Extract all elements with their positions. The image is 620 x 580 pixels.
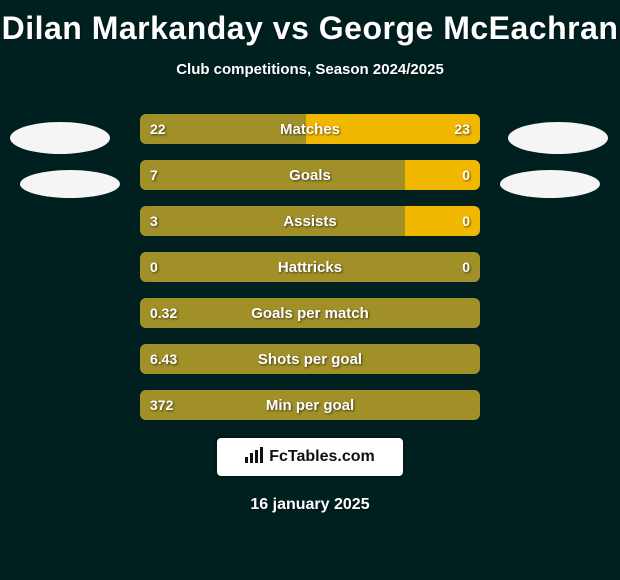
stat-bar-left (140, 252, 480, 282)
player2-badge-1 (508, 122, 608, 154)
stat-bar-left (140, 114, 306, 144)
stat-bar-left (140, 298, 480, 328)
stat-bar-left (140, 160, 405, 190)
stat-row: Min per goal372 (140, 390, 480, 420)
stat-row: Goals70 (140, 160, 480, 190)
player2-badge-2 (500, 170, 600, 198)
chart-icon (245, 447, 263, 468)
stat-bar-right (405, 160, 480, 190)
date-label: 16 january 2025 (0, 496, 620, 514)
brand-text: FcTables.com (269, 448, 375, 466)
stat-row: Shots per goal6.43 (140, 344, 480, 374)
stat-row: Hattricks00 (140, 252, 480, 282)
page-title: Dilan Markanday vs George McEachran (0, 0, 620, 47)
comparison-bars: Matches2223 Goals70 Assists30 Hattricks00 Go… (140, 114, 480, 420)
stat-bar-right (405, 206, 480, 236)
brand-badge[interactable]: FcTables.com (215, 436, 405, 478)
stat-bar-left (140, 206, 405, 236)
stat-row: Goals per match0.32 (140, 298, 480, 328)
stat-row: Matches2223 (140, 114, 480, 144)
stat-bar-left (140, 344, 480, 374)
page-subtitle: Club competitions, Season 2024/2025 (0, 61, 620, 78)
stat-row: Assists30 (140, 206, 480, 236)
stat-bar-left (140, 390, 480, 420)
player1-badge-1 (10, 122, 110, 154)
player1-badge-2 (20, 170, 120, 198)
stat-bar-right (306, 114, 480, 144)
